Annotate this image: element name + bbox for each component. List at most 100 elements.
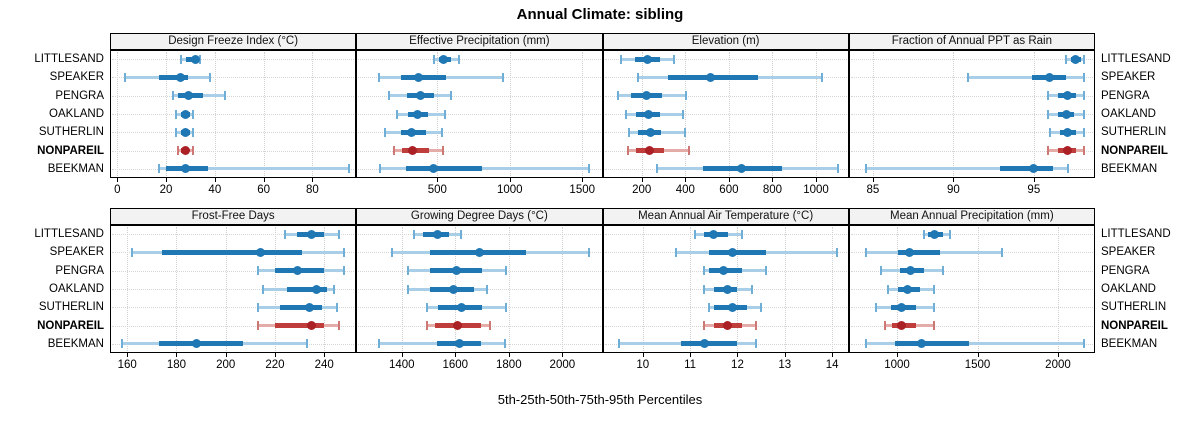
axis-tick <box>274 353 276 357</box>
whisker-cap-low <box>865 164 868 174</box>
median-dot <box>705 72 715 82</box>
whisker-cap-low <box>157 164 160 174</box>
median-dot <box>181 127 191 137</box>
median-dot <box>1063 146 1073 156</box>
whisker-cap-high <box>1082 72 1085 82</box>
whisker-cap-high <box>835 247 838 257</box>
gridline-horizontal <box>112 77 355 79</box>
percentile-whisker <box>380 167 590 171</box>
whisker-cap-high <box>459 229 462 239</box>
median-dot <box>407 146 417 156</box>
axis-tick <box>642 353 644 357</box>
median-dot <box>906 266 916 276</box>
whisker-cap-high <box>1082 109 1085 119</box>
interquartile-bar <box>709 249 766 255</box>
interquartile-bar <box>680 341 738 347</box>
axis-tick-label: 800 <box>762 184 783 196</box>
whisker-cap-high <box>933 284 936 294</box>
median-dot <box>1045 72 1055 82</box>
whisker-cap-high <box>489 321 492 331</box>
axis-tick-label: 12 <box>731 359 744 371</box>
whisker-cap-low <box>179 54 182 64</box>
station-label-right: PENGRA <box>1101 89 1150 102</box>
whisker-cap-high <box>501 72 504 82</box>
gridline-horizontal <box>112 150 355 152</box>
panel-strip: Fraction of Annual PPT as Rain <box>848 33 1095 50</box>
median-dot <box>718 266 728 276</box>
axis-tick-label: 1800 <box>496 359 522 371</box>
whisker-cap-high <box>933 302 936 312</box>
median-dot <box>645 127 655 137</box>
gridline-horizontal <box>604 150 847 152</box>
median-dot <box>416 91 426 101</box>
whisker-cap-low <box>426 302 429 312</box>
whisker-cap-high <box>442 146 445 156</box>
gridline-horizontal <box>358 132 601 134</box>
whisker-cap-low <box>616 91 619 101</box>
median-dot <box>917 339 927 349</box>
interquartile-bar <box>161 249 303 255</box>
whisker-cap-high <box>443 109 446 119</box>
percentile-whisker <box>866 167 1068 171</box>
axis-tick-label: 200 <box>632 184 652 196</box>
whisker-cap-low <box>395 109 398 119</box>
median-dot <box>904 247 914 257</box>
median-dot <box>699 339 709 349</box>
axis-tick <box>562 353 564 357</box>
axis-tick <box>127 353 129 357</box>
median-dot <box>1029 164 1039 174</box>
station-label-right: BEEKMAN <box>1101 162 1158 175</box>
station-label-left: LITTLESAND <box>34 53 104 66</box>
whisker-cap-low <box>674 247 677 257</box>
median-dot <box>181 109 191 119</box>
whisker-cap-low <box>1047 146 1050 156</box>
whisker-cap-high <box>750 284 753 294</box>
axis-tick <box>437 178 439 182</box>
gridline-horizontal <box>112 270 355 272</box>
median-dot <box>449 284 459 294</box>
axis-tick <box>728 178 730 182</box>
whisker-cap-high <box>450 91 453 101</box>
gridline-horizontal <box>850 289 1093 290</box>
median-dot <box>723 321 733 331</box>
whisker-cap-low <box>865 247 868 257</box>
median-dot <box>312 284 322 294</box>
whisker-cap-high <box>1082 339 1085 349</box>
whisker-cap-low <box>121 339 124 349</box>
axis-tick-label: 160 <box>117 359 137 371</box>
median-dot <box>307 321 317 331</box>
whisker-cap-low <box>407 266 410 276</box>
gridline-horizontal <box>850 270 1093 272</box>
axis-tick-label: 500 <box>427 184 447 196</box>
whisker-cap-low <box>966 72 969 82</box>
median-dot <box>728 302 738 312</box>
whisker-cap-high <box>223 91 226 101</box>
axis-tick <box>263 178 265 182</box>
axis-tick <box>1033 178 1035 182</box>
axis-tick <box>897 353 899 357</box>
whisker-cap-low <box>261 284 264 294</box>
station-label-right: OAKLAND <box>1101 283 1156 295</box>
whisker-cap-low <box>1048 127 1051 137</box>
station-label-right: LITTLESAND <box>1101 53 1171 66</box>
whisker-cap-low <box>123 72 126 82</box>
median-dot <box>641 91 651 101</box>
axis-tick-label: 40 <box>208 184 222 196</box>
whisker-cap-low <box>703 266 706 276</box>
axis-tick <box>312 178 314 182</box>
whisker-cap-high <box>755 339 758 349</box>
whisker-cap-low <box>256 321 259 331</box>
station-label-right: OAKLAND <box>1101 108 1156 120</box>
whisker-cap-low <box>620 54 623 64</box>
axis-tick-label: 11 <box>684 359 697 371</box>
median-dot <box>643 109 653 119</box>
whisker-cap-high <box>208 72 211 82</box>
axis-tick-label: 2000 <box>549 359 576 371</box>
station-label-left: SPEAKER <box>49 246 104 259</box>
gridline-horizontal <box>850 234 1093 236</box>
whisker-cap-high <box>503 339 506 349</box>
median-dot <box>452 266 462 276</box>
station-label-left: PENGRA <box>55 89 104 102</box>
gridline-horizontal <box>112 234 355 236</box>
